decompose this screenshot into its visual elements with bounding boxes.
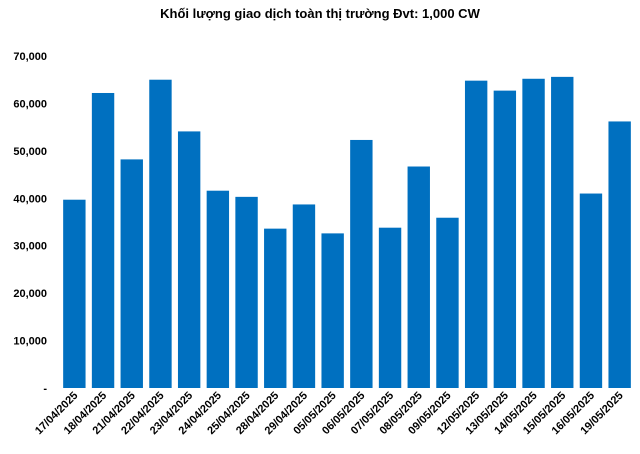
bar [436, 217, 459, 388]
bar [177, 131, 201, 388]
bar [149, 79, 172, 389]
bar [551, 76, 574, 389]
bar [493, 90, 517, 389]
y-tick-label: 70,000 [13, 51, 47, 63]
bar [120, 159, 143, 388]
bar [321, 233, 344, 388]
y-tick-label: 20,000 [13, 288, 47, 300]
bar [464, 80, 488, 388]
chart-title: Khối lượng giao dịch toàn thị trường Đvt… [160, 6, 480, 21]
bar [63, 199, 86, 388]
y-tick-label: 30,000 [13, 241, 47, 253]
y-tick-label: 50,000 [13, 146, 47, 158]
bar [264, 228, 287, 388]
bar [292, 204, 316, 388]
y-tick-label: 10,000 [13, 336, 47, 348]
bar [350, 139, 373, 388]
bar [235, 196, 258, 388]
y-tick-label: - [43, 383, 47, 395]
bar [378, 227, 402, 388]
y-axis: - 10,000 20,000 30,000 40,000 50,000 60,000 70,… [13, 51, 47, 395]
bar [206, 190, 230, 388]
bar [522, 78, 545, 389]
y-tick-label: 60,000 [13, 98, 47, 110]
bars-group [63, 76, 631, 389]
bar [91, 92, 115, 389]
x-axis: 17/04/202518/04/202521/04/202522/04/2025… [33, 390, 626, 437]
bar [579, 193, 603, 388]
y-tick-label: 40,000 [13, 193, 47, 205]
bar [407, 166, 430, 388]
bar [608, 121, 631, 388]
